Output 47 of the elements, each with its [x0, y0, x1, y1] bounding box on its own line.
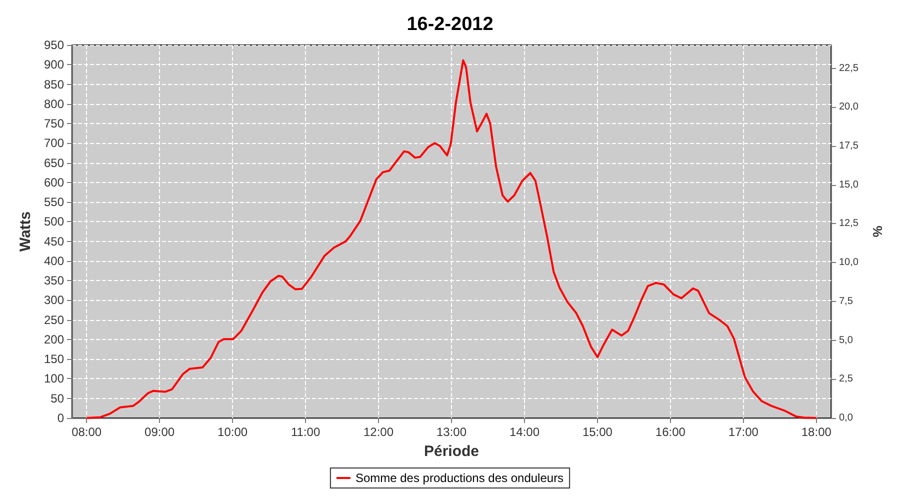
y2-tick-label: 12,5 [839, 218, 859, 230]
y-tick-label: 750 [44, 116, 64, 131]
y2-tick-label: 20,0 [839, 102, 859, 113]
y2-axis-title: % [870, 225, 885, 238]
y-tick-label: 250 [44, 312, 64, 327]
y2-tick-label: 2,5 [839, 374, 854, 385]
y-tick-label: 200 [44, 332, 64, 346]
x-tick-label: 18:00 [801, 425, 832, 439]
y-tick-label: 900 [44, 58, 64, 72]
x-tick-label: 17:00 [728, 425, 759, 439]
y2-tick-label: 0,0 [839, 412, 854, 424]
legend-label: Somme des productions des onduleurs [355, 471, 564, 485]
x-tick-label: 08:00 [72, 425, 102, 439]
line-series [86, 59, 818, 419]
y-tick-label: 0 [57, 411, 64, 425]
y-tick-label: 950 [44, 38, 64, 52]
y-axis-title: Watts [17, 211, 34, 252]
y2-tick-label: 17,5 [839, 140, 859, 152]
x-tick-label: 11:00 [290, 425, 320, 439]
y-tick-label: 600 [44, 175, 64, 190]
chart-title: 16-2-2012 [406, 14, 494, 35]
y-tick-label: 100 [44, 372, 64, 386]
y2-tick-label: 7,5 [839, 296, 854, 307]
y-tick-label: 850 [44, 77, 64, 92]
x-tick-label: 14:00 [509, 425, 540, 439]
y2-tick-label: 15,0 [839, 179, 859, 190]
y2-tick-label: 10,0 [839, 257, 859, 268]
y-tick-label: 300 [44, 293, 64, 308]
x-tick-label: 12:00 [364, 425, 394, 439]
y2-tick-label: 22,5 [839, 62, 859, 74]
y-tick-label: 650 [44, 156, 64, 170]
y-tick-label: 150 [44, 352, 64, 366]
y-tick-label: 350 [44, 274, 64, 288]
x-tick-label: 10:00 [218, 425, 248, 439]
y2-tick-label: 5,0 [839, 334, 854, 346]
y-tick-label: 50 [50, 391, 64, 406]
y-tick-label: 500 [44, 214, 64, 229]
y-tick-label: 400 [44, 254, 64, 268]
y-tick-label: 450 [44, 234, 64, 248]
x-tick-label: 09:00 [144, 425, 175, 439]
x-tick-label: 16:00 [655, 425, 686, 439]
x-tick-label: 15:00 [582, 425, 613, 439]
y-tick-label: 700 [44, 136, 64, 150]
y-tick-label: 550 [44, 195, 64, 210]
x-tick-label: 13:00 [436, 425, 467, 439]
y-tick-label: 800 [44, 96, 64, 111]
x-axis-title: Période [424, 443, 480, 460]
